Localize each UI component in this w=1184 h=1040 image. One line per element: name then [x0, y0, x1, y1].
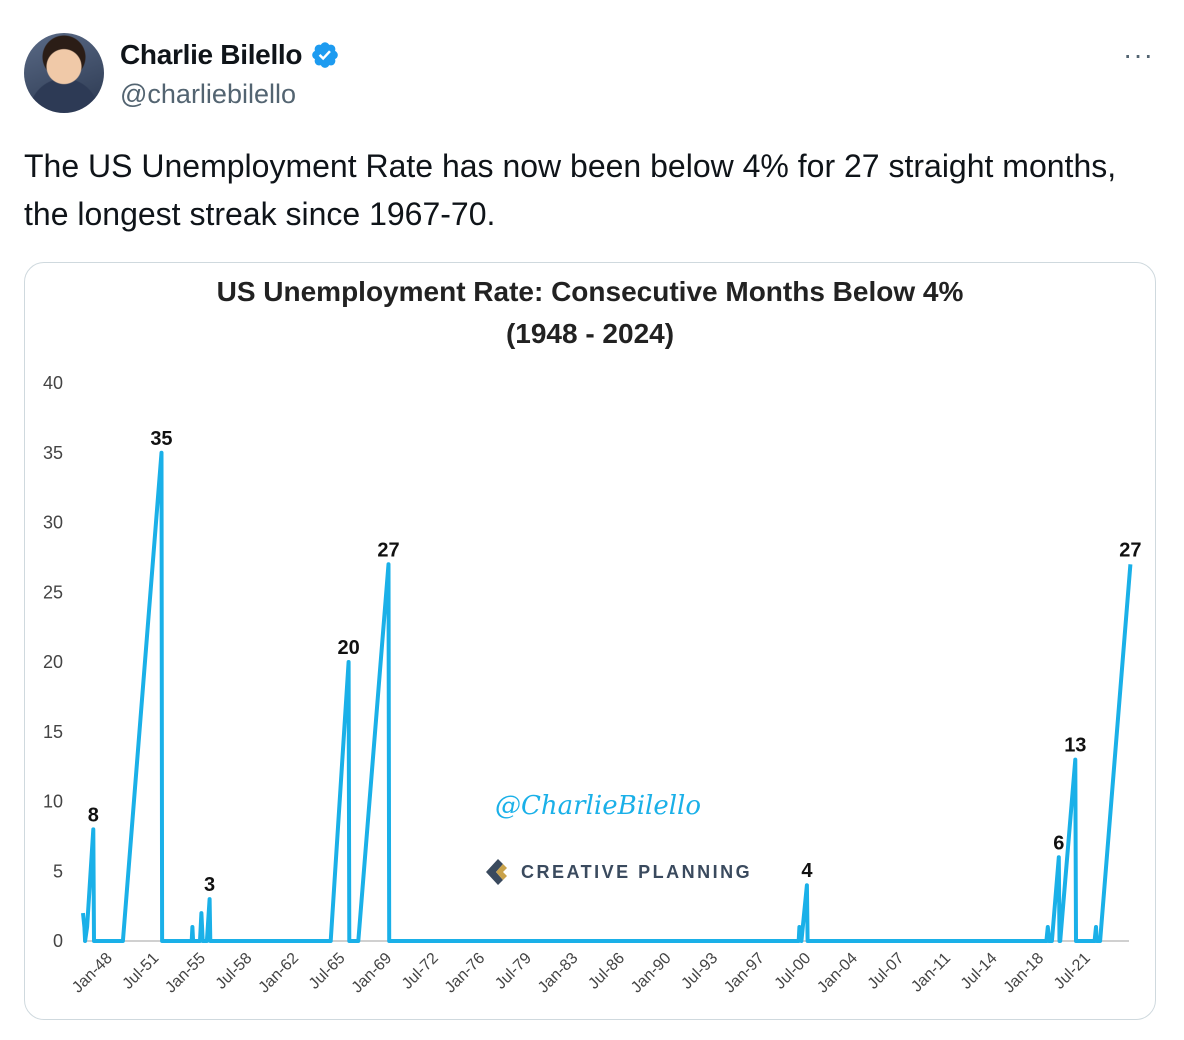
series-line	[81, 450, 1133, 943]
watermark: @CharlieBilello	[495, 791, 701, 821]
x-tick-label: Jul-58	[213, 950, 256, 993]
x-tick-label: Jul-86	[585, 950, 628, 993]
x-tick-label: Jan-97	[721, 950, 768, 997]
y-tick-label: 35	[43, 443, 63, 463]
y-tick-label: 0	[53, 931, 63, 951]
x-tick-label: Jan-62	[256, 950, 303, 997]
data-label: 8	[88, 804, 99, 826]
verified-badge-icon	[312, 42, 339, 68]
y-tick-label: 15	[43, 722, 63, 742]
chart-subtitle: (1948 - 2024)	[505, 318, 675, 349]
x-tick-label: Jul-07	[865, 950, 908, 993]
tweet-image[interactable]: US Unemployment Rate: Consecutive Months…	[24, 262, 1156, 1020]
x-tick-label: Jul-72	[399, 950, 442, 993]
y-tick-label: 20	[43, 652, 63, 672]
x-tick-label: Jul-93	[678, 950, 721, 993]
data-label: 35	[150, 428, 172, 450]
author-name[interactable]: Charlie Bilello	[120, 39, 303, 70]
x-tick-label: Jan-90	[628, 950, 675, 997]
creative-planning-logo-icon	[486, 859, 507, 885]
y-tick-label: 40	[43, 373, 63, 393]
x-tick-label: Jan-18	[1001, 950, 1048, 997]
y-tick-label: 5	[53, 861, 63, 881]
data-label: 27	[1119, 539, 1141, 561]
chart: 0 5 10 15 20 25 30 35 40 Jan-48 Jul-51 Jan-55 Jul-58…	[43, 373, 1142, 997]
avatar[interactable]	[24, 33, 104, 113]
x-tick-label: Jan-76	[442, 950, 489, 997]
x-tick-label: Jan-48	[69, 950, 116, 997]
more-options-icon[interactable]: ···	[1123, 39, 1154, 70]
data-label: 27	[377, 539, 399, 561]
x-tick-label: Jul-65	[306, 950, 349, 993]
y-tick-label: 30	[43, 513, 63, 533]
x-tick-label: Jan-83	[535, 950, 582, 997]
author-handle[interactable]: @charliebilello	[120, 79, 296, 109]
data-label: 3	[204, 874, 215, 896]
chart-title-block: US Unemployment Rate: Consecutive Months…	[25, 271, 1155, 355]
data-label: 4	[801, 860, 813, 882]
data-label: 20	[338, 637, 360, 659]
data-label: 13	[1064, 735, 1086, 757]
tweet-text: The US Unemployment Rate has now been be…	[24, 148, 1117, 232]
tweet-header: Charlie Bilello @charliebilello ···	[24, 33, 1160, 115]
brand-logo: CREATIVE PLANNING	[483, 857, 752, 887]
x-tick-label: Jul-14	[958, 950, 1001, 993]
x-tick-label: Jul-79	[492, 950, 535, 993]
y-tick-label: 25	[43, 582, 63, 602]
x-tick-label: Jan-55	[162, 950, 209, 997]
x-tick-label: Jul-51	[120, 950, 163, 993]
data-label: 6	[1053, 832, 1064, 854]
x-tick-label: Jan-04	[814, 950, 861, 997]
x-tick-label: Jan-11	[908, 950, 954, 996]
brand-name: CREATIVE PLANNING	[521, 861, 753, 882]
author-row: Charlie Bilello	[120, 39, 340, 71]
y-tick-label: 10	[43, 792, 63, 812]
x-tick-label: Jul-00	[772, 950, 815, 993]
x-tick-label: Jul-21	[1051, 950, 1094, 993]
x-tick-label: Jan-69	[349, 950, 396, 997]
chart-title: US Unemployment Rate: Consecutive Months…	[216, 276, 964, 307]
